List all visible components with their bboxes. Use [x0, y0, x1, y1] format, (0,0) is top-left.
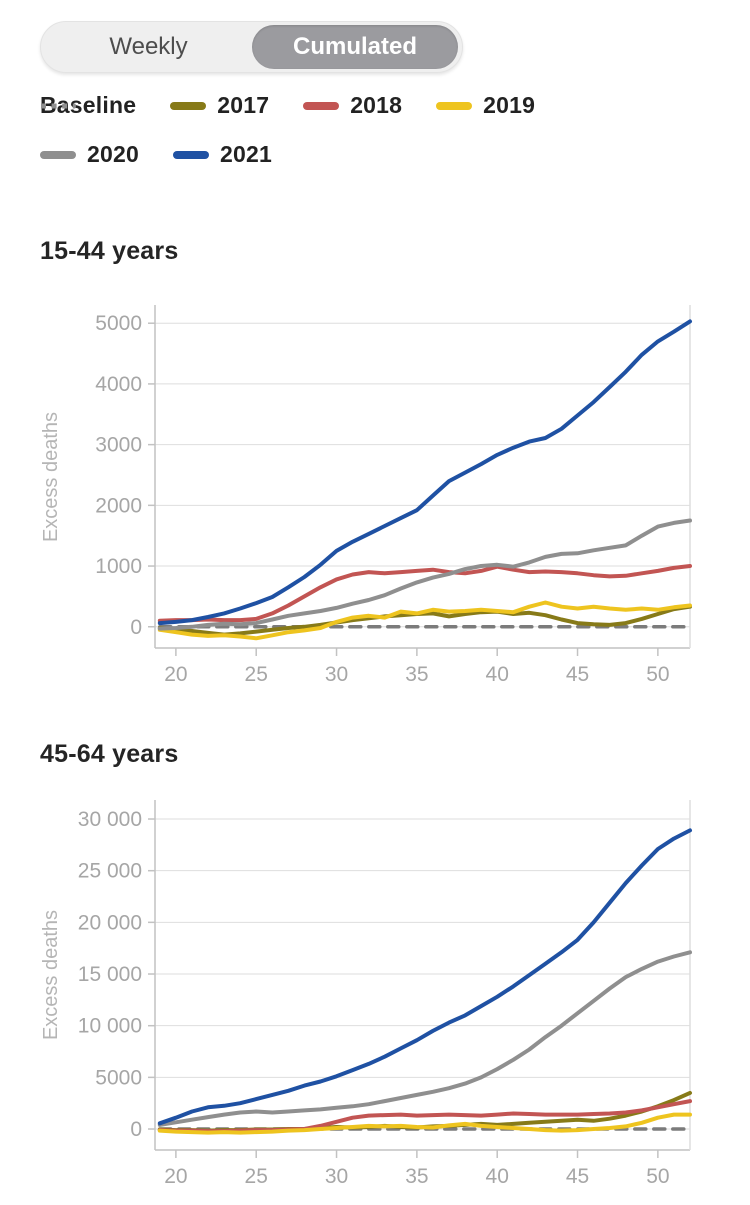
- line-chart-45-64-years: 0 5000 10 000 15 000 20 000 25 000 30 000 20 25 3…: [40, 800, 692, 1188]
- series-line-2021: [157, 828, 692, 1126]
- series-line-2019: [157, 600, 692, 641]
- chart-legend: Baseline 2017 2018 2019 2020 2021: [40, 92, 625, 168]
- y-tick-label: 25 000: [78, 860, 142, 883]
- y-tick-label: 10 000: [78, 1015, 142, 1038]
- legend-swatch-2018: [303, 101, 340, 110]
- series-line-2020: [157, 950, 692, 1127]
- y-axis-label: Excess deaths: [40, 412, 62, 542]
- y-tick-label: 1000: [95, 555, 142, 578]
- x-tick-label: 50: [646, 663, 669, 685]
- x-tick-label: 40: [486, 663, 509, 685]
- x-tick-label: 45: [566, 663, 589, 685]
- x-tick-label: 30: [325, 663, 348, 685]
- legend-swatch-2021: [172, 150, 209, 159]
- view-mode-toggle: Weekly Cumulated: [40, 21, 463, 73]
- chart-title-15-44: 15-44 years: [40, 237, 179, 265]
- legend-swatch-baseline: [41, 103, 76, 108]
- series-line-2017: [157, 604, 692, 637]
- legend-label: 2021: [219, 141, 272, 167]
- legend-label: 2018: [350, 92, 403, 118]
- y-tick-label: 4000: [95, 373, 142, 396]
- y-tick-label: 5000: [95, 312, 142, 335]
- legend-item-2020[interactable]: 2020: [40, 141, 139, 168]
- legend-label: 2020: [87, 141, 139, 167]
- series-line-2020: [157, 518, 692, 631]
- toggle-option-weekly[interactable]: Weekly: [45, 25, 252, 69]
- x-tick-label: 30: [325, 1165, 348, 1188]
- y-tick-label: 5000: [95, 1066, 142, 1089]
- legend-item-baseline[interactable]: Baseline: [40, 92, 136, 119]
- y-tick-label: 30 000: [78, 808, 142, 831]
- line-chart-15-44-years: 0 1000 2000 3000 4000 5000 20 25 30 35 40 45 50 Exces…: [40, 305, 692, 685]
- legend-swatch-2019: [436, 101, 473, 110]
- legend-item-2019[interactable]: 2019: [436, 92, 535, 119]
- x-tick-label: 25: [245, 1165, 268, 1188]
- y-tick-label: 3000: [95, 434, 142, 457]
- legend-swatch-2020: [40, 150, 76, 159]
- series-line-2018: [157, 564, 692, 623]
- x-tick-label: 25: [245, 663, 268, 685]
- legend-item-2017[interactable]: 2017: [170, 92, 269, 119]
- x-tick-label: 20: [164, 663, 187, 685]
- x-tick-label: 45: [566, 1165, 589, 1188]
- y-tick-label: 2000: [95, 494, 142, 517]
- x-tick-label: 50: [646, 1165, 669, 1188]
- x-tick-label: 20: [164, 1165, 187, 1188]
- toggle-option-cumulated[interactable]: Cumulated: [252, 25, 458, 69]
- x-tick-label: 40: [486, 1165, 509, 1188]
- y-tick-label: 15 000: [78, 963, 142, 986]
- x-tick-label: 35: [405, 663, 428, 685]
- legend-label: 2017: [217, 92, 270, 118]
- y-tick-label: 20 000: [78, 911, 142, 934]
- series-line-2019: [157, 1112, 692, 1135]
- legend-item-2018[interactable]: 2018: [303, 92, 402, 119]
- y-tick-label: 0: [130, 1118, 142, 1141]
- chart-title-45-64: 45-64 years: [40, 740, 179, 768]
- y-axis-label: Excess deaths: [40, 910, 62, 1040]
- legend-item-2021[interactable]: 2021: [172, 141, 272, 168]
- y-tick-label: 0: [130, 616, 142, 639]
- legend-label: 2019: [483, 92, 536, 118]
- series-line-2021: [157, 319, 692, 626]
- x-tick-label: 35: [405, 1165, 428, 1188]
- legend-swatch-2017: [170, 101, 207, 110]
